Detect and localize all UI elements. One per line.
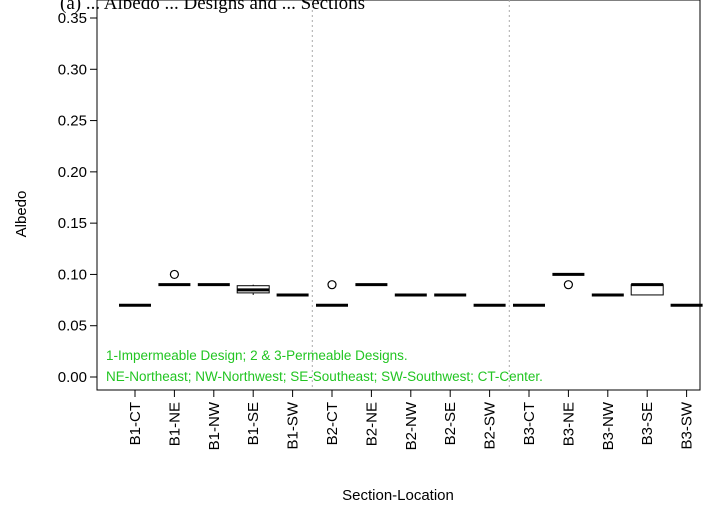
y-tick-label: 0.30 [58,61,87,78]
box-b2-ct [316,280,348,307]
y-tick-label: 0.15 [58,215,87,232]
plot-frame [96,0,701,391]
box-iqr [630,284,664,296]
box-b1-ne [158,269,191,287]
x-tick-label: B2-SE [442,402,459,445]
group-dividers [311,0,510,390]
y-axis: 0.00 0.05 0.10 0.15 0.20 0.25 0.30 0.35 [58,10,98,386]
y-tick-label: 0.00 [58,369,87,386]
y-tick-label: 0.05 [58,318,87,335]
annotation-locations: NE-Northeast; NW-Northwest; SE-Southeast… [106,369,543,384]
chart-title: (a) ... Albedo ... Designs and ... Secti… [60,0,365,14]
x-axis-label: Section-Location [342,487,454,504]
y-tick-label: 0.10 [58,266,87,283]
box-b3-se [630,283,664,296]
y-tick-label: 0.25 [58,113,87,130]
y-tick-label: 0.35 [58,10,87,27]
box-b3-ne [552,272,585,290]
x-tick-label: B1-SE [245,402,262,445]
x-tick-label: B1-NW [206,401,223,450]
x-tick-label: B3-CT [521,402,538,445]
x-tick-label: B3-SW [679,401,696,449]
x-tick-label: B1-NE [166,402,183,446]
x-tick-label: B2-SW [482,401,499,449]
x-tick-label: B1-CT [127,402,144,445]
outlier-point [563,280,574,290]
x-tick-label: B2-CT [324,402,341,445]
outlier-point [327,280,337,290]
x-tick-label: B2-NE [363,402,380,446]
x-axis: B1-CT B1-NE B1-NW B1-SE B1-SW B2-CT B2-NE B2-NW… [127,389,696,450]
box-b1-se [236,284,270,295]
x-tick-label: B3-NW [600,401,617,450]
y-axis-label: Albedo [13,191,30,238]
x-tick-label: B3-SE [639,402,656,445]
x-tick-label: B1-SW [285,401,302,449]
x-tick-label: B2-NW [403,401,420,450]
outlier-point [169,269,179,280]
y-tick-label: 0.20 [58,164,87,181]
x-tick-label: B3-NE [560,402,577,446]
box-series [119,269,703,307]
annotation-designs: 1-Impermeable Design; 2 & 3-Permeable De… [106,348,408,363]
